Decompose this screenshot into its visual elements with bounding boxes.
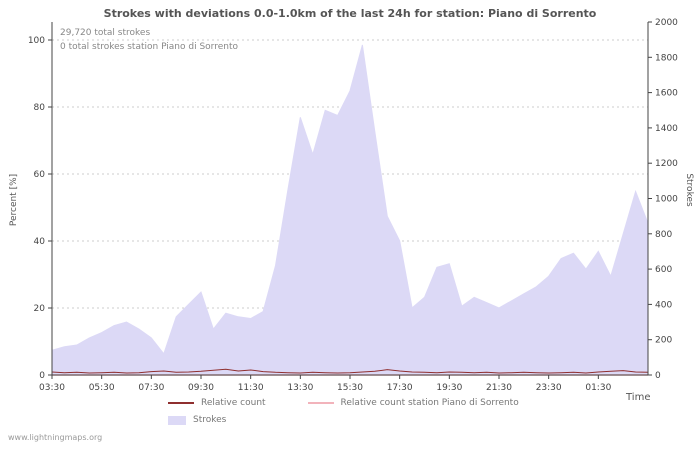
left-axis-label: Percent [%]	[9, 173, 19, 227]
x-tick-label: 11:30	[238, 383, 264, 393]
right-tick-label: 200	[655, 336, 672, 346]
chart-title: Strokes with deviations 0.0-1.0km of the…	[103, 7, 597, 20]
left-tick-label: 80	[34, 103, 46, 113]
x-tick-label: 07:30	[138, 383, 164, 393]
legend-item-station-relative-count: Relative count station Piano di Sorrento	[307, 398, 519, 408]
left-tick-label: 20	[34, 304, 46, 314]
right-tick-label: 600	[655, 265, 672, 275]
x-tick-label: 23:30	[536, 383, 562, 393]
x-tick-label: 09:30	[188, 383, 214, 393]
right-tick-label: 1800	[655, 53, 678, 63]
legend-label: Relative count station Piano di Sorrento	[340, 398, 519, 408]
x-tick-label: 01:30	[585, 383, 611, 393]
left-tick-label: 100	[28, 36, 45, 46]
right-axis-label: Strokes	[684, 173, 694, 207]
strokes-area-series	[51, 44, 649, 376]
x-tick-label: 15:30	[337, 383, 363, 393]
x-tick-label: 21:30	[486, 383, 512, 393]
station-relative-count-swatch	[307, 402, 334, 404]
right-tick-label: 1600	[655, 89, 678, 99]
station-total-annotation: 0 total strokes station Piano di Sorrent…	[60, 42, 238, 52]
total-strokes-annotation: 29,720 total strokes	[60, 28, 151, 38]
legend-label: Relative count	[201, 398, 266, 408]
right-tick-label: 2000	[655, 18, 678, 28]
right-tick-label: 400	[655, 300, 672, 310]
left-tick-label: 60	[34, 170, 46, 180]
legend-item-strokes: Strokes	[168, 415, 226, 425]
legend-label: Strokes	[193, 415, 227, 425]
legend-item-relative-count: Relative count	[168, 398, 266, 408]
x-axis-label: Time	[626, 392, 651, 403]
legend-row-1: Relative count Relative count station Pi…	[168, 398, 561, 408]
x-tick-label: 05:30	[89, 383, 115, 393]
right-tick-label: 1200	[655, 159, 678, 169]
relative-count-swatch	[168, 402, 194, 404]
x-tick-label: 17:30	[387, 383, 413, 393]
right-tick-label: 1000	[655, 195, 678, 205]
right-tick-label: 0	[655, 371, 661, 381]
legend-row-2: Strokes	[168, 415, 561, 425]
x-tick-label: 03:30	[39, 383, 65, 393]
right-tick-label: 800	[655, 230, 672, 240]
x-tick-label: 19:30	[436, 383, 462, 393]
right-tick-label: 1400	[655, 124, 678, 134]
x-tick-label: 13:30	[287, 383, 313, 393]
legend: Relative count Relative count station Pi…	[168, 398, 561, 432]
relative-count-series	[51, 368, 649, 374]
left-tick-label: 40	[34, 237, 46, 247]
watermark: www.lightningmaps.org	[8, 433, 103, 442]
left-tick-label: 0	[39, 371, 45, 381]
strokes-area-swatch	[168, 415, 186, 425]
